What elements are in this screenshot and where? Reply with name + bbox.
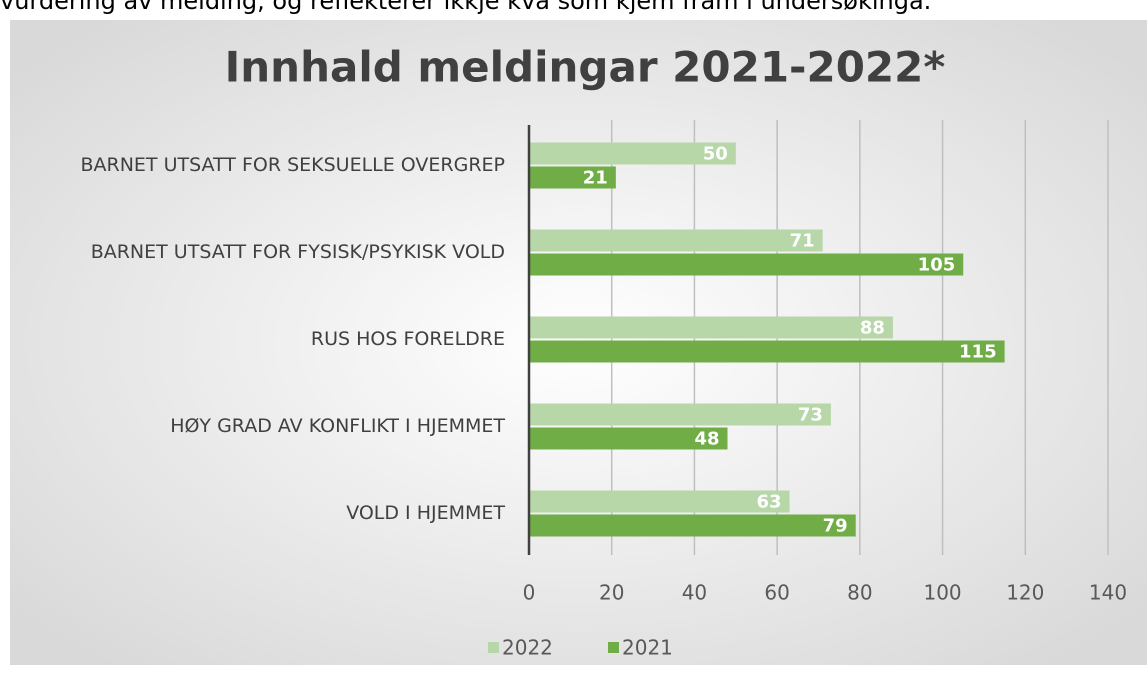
data-label: 71	[790, 231, 815, 252]
legend-label: 2022	[502, 636, 553, 660]
bar	[529, 427, 728, 450]
intro-text: vurdering av melding, og reflekterer ikk…	[0, 0, 931, 15]
x-tick-label: 40	[682, 581, 707, 605]
legend-label: 2021	[622, 636, 673, 660]
data-label: 105	[918, 255, 956, 276]
bar	[529, 514, 856, 537]
x-tick-label: 140	[1089, 581, 1127, 605]
data-label: 73	[798, 405, 823, 426]
bar	[529, 316, 893, 339]
y-tick-label: BARNET UTSATT FOR SEKSUELLE OVERGREP	[80, 154, 505, 176]
bar	[529, 253, 964, 276]
bar	[529, 340, 1005, 363]
data-label: 48	[694, 429, 719, 450]
data-label: 115	[959, 342, 997, 363]
chart-title: Innhald meldingar 2021-2022*	[225, 43, 946, 92]
x-tick-label: 120	[1006, 581, 1044, 605]
y-tick-label: RUS HOS FORELDRE	[311, 328, 505, 350]
bar	[529, 229, 823, 252]
data-label: 21	[583, 168, 608, 189]
bar	[529, 166, 616, 189]
y-tick-label: BARNET UTSATT FOR FYSISK/PSYKISK VOLD	[91, 241, 505, 263]
data-label: 50	[703, 144, 728, 165]
legend-swatch	[488, 642, 499, 653]
x-tick-label: 100	[923, 581, 961, 605]
bar	[529, 403, 831, 426]
data-label: 79	[823, 516, 848, 537]
y-tick-label: HØY GRAD AV KONFLIKT I HJEMMET	[170, 415, 505, 437]
bar	[529, 490, 790, 513]
x-tick-label: 20	[599, 581, 624, 605]
data-label: 63	[756, 492, 781, 513]
x-tick-label: 80	[847, 581, 872, 605]
legend-swatch	[608, 642, 619, 653]
x-tick-label: 0	[523, 581, 536, 605]
y-tick-label: VOLD I HJEMMET	[346, 502, 505, 524]
data-label: 88	[860, 318, 885, 339]
x-tick-label: 60	[764, 581, 789, 605]
bar	[529, 142, 736, 165]
